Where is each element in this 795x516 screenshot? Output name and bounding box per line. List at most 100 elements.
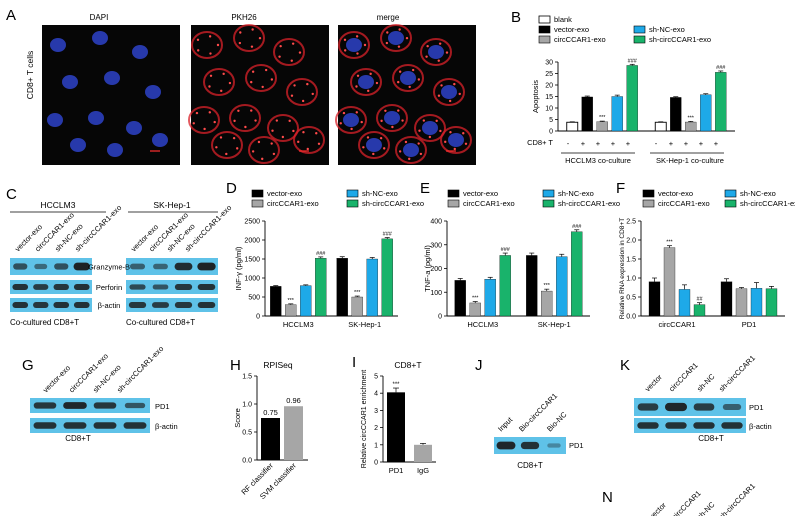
panel-c-cell-skhep1: SK-Hep-1 <box>153 200 191 210</box>
panel-e-legend: vector-exo sh-NC-exo circCCAR1-exo sh-circC… <box>447 189 620 208</box>
panel-g-caption: CD8+T <box>65 434 91 443</box>
panel-i-title: CD8+T <box>394 360 421 370</box>
legend-label-sh-NC-exo: sh-NC-exo <box>740 189 776 198</box>
y-axis-label: TNF-a (pg/ml) <box>423 245 432 292</box>
lane-label: sh-circCCAR1 <box>717 353 757 393</box>
bar-circCCAR1-exo-0 <box>663 247 676 317</box>
bar-circCCAR1-exo-1 <box>541 290 553 317</box>
bar-sh-circCCAR1-exo-0 <box>626 65 638 132</box>
significance-mark: ### <box>572 224 582 230</box>
y-axis-label: Relative circCCAR1 enrichment <box>361 370 368 468</box>
bar-vector-exo-0 <box>648 281 661 317</box>
y-tick-label: 1000 <box>244 276 260 283</box>
y-tick-label: 1.5 <box>626 257 636 264</box>
bar-pd1 <box>387 392 405 462</box>
pkh26-image <box>188 24 329 165</box>
y-tick-label: 2000 <box>244 238 260 245</box>
panel-j-caption: CD8+T <box>517 461 543 470</box>
bar-circCCAR1-exo-1 <box>735 288 748 317</box>
bar-sh-circCCAR1-exo-1 <box>765 288 778 317</box>
protein-label: β-actin <box>749 422 772 431</box>
legend-label-vector-exo: vector-exo <box>267 189 302 198</box>
bar-sh-circCCAR1-exo-1 <box>381 238 393 317</box>
category-label: circCCAR1 <box>658 320 695 329</box>
panel-label-c: C <box>6 186 17 203</box>
cd8-sign: + <box>581 139 586 148</box>
blot-beta-actin <box>634 418 746 433</box>
lane-label: Input <box>496 415 515 434</box>
panel-d-legend: vector-exo sh-NC-exo circCCAR1-exo sh-circC… <box>251 189 424 208</box>
y-tick-label: 0 <box>438 314 442 321</box>
panel-k-caption: CD8+T <box>698 434 724 443</box>
panel-a-microscopy: CD8+ T cells DAPI PKH26 merge <box>25 13 476 165</box>
panel-letters: A B C D E F G H I J K N <box>6 7 630 506</box>
bar-sh-circCCAR1-exo-0 <box>693 304 706 317</box>
panel-label-f: F <box>616 180 625 197</box>
y-tick-label: 0 <box>256 314 260 321</box>
bar-sh-circCCAR1-exo-0 <box>315 258 327 317</box>
bar-vector-exo-0 <box>454 280 466 317</box>
y-tick-label: 2.5 <box>626 219 636 226</box>
y-tick-label: 15 <box>545 94 553 101</box>
bar-circCCAR1-exo-1 <box>685 121 697 132</box>
bar-vector-exo-1 <box>720 281 733 317</box>
group-label-hcclm3: HCCLM3 co-culture <box>565 156 631 165</box>
bar-value-label: 0.75 <box>263 408 278 417</box>
lane-label: vector <box>643 372 664 393</box>
legend-label-vector-exo: vector-exo <box>463 189 498 198</box>
protein-label: PD1 <box>749 403 764 412</box>
significance-mark: *** <box>472 296 479 302</box>
legend-swatch-vector-exo <box>538 25 551 34</box>
panel-label-i: I <box>352 354 356 371</box>
significance-mark: *** <box>354 290 361 296</box>
bar-sh-NC-exo-1 <box>556 256 568 317</box>
panel-label-k: K <box>620 357 630 374</box>
legend-label-circCCAR1-exo: circCCAR1-exo <box>267 199 319 208</box>
y-tick-label: 4 <box>374 391 378 398</box>
panel-i-chart: CD8+T 0 1 2 3 4 5 Relative circCCAR1 enrichmen… <box>361 360 436 475</box>
protein-label: PD1 <box>569 441 584 450</box>
bar-vector-exo-1 <box>526 255 538 317</box>
legend-swatch-sh-circCCAR1-exo <box>542 199 555 208</box>
significance-mark: *** <box>666 240 673 246</box>
legend-label-sh-circCCAR1-exo: sh-circCCAR1-exo <box>649 35 711 44</box>
legend-label-blank: blank <box>554 15 572 24</box>
panel-label-a: A <box>6 7 16 24</box>
lane-label: vector <box>647 500 668 516</box>
significance-mark: ### <box>383 232 393 238</box>
panel-c-caption-hcclm3: Co-cultured CD8+T <box>10 318 79 327</box>
bar-vector-exo-0 <box>270 286 282 317</box>
dapi-image <box>42 25 180 165</box>
category-label: SK-Hep-1 <box>538 320 571 329</box>
blot-skhep1-Granzyme-B <box>126 258 218 275</box>
bar-sh-circCCAR1-exo-1 <box>715 72 727 132</box>
y-tick-label: 5 <box>549 117 553 124</box>
merge-image <box>335 24 476 165</box>
category-label: HCCLM3 <box>467 320 498 329</box>
category-label: PD1 <box>742 320 757 329</box>
cd8-sign: + <box>626 139 631 148</box>
y-tick-label: 400 <box>430 219 442 226</box>
y-tick-label: 25 <box>545 71 553 78</box>
bar-sh-NC-exo-1 <box>750 288 763 317</box>
cd8-sign: - <box>655 139 658 148</box>
protein-label: Perforin <box>96 283 122 292</box>
legend-swatch-vector-exo <box>251 189 264 198</box>
blot-pd1 <box>634 398 746 416</box>
bar-circCCAR1-exo-0 <box>596 121 608 132</box>
bar-rf <box>261 418 280 460</box>
panel-d-chart: vector-exo sh-NC-exo circCCAR1-exo sh-circC… <box>234 189 424 329</box>
panel-a-row-label: CD8+ T cells <box>25 51 35 100</box>
bar-vector-exo-1 <box>336 258 348 317</box>
panel-g-western-blot: vector-exocircCCAR1-exosh-NC-exosh-circC… <box>30 344 178 443</box>
protein-label: PD1 <box>155 402 170 411</box>
lane-label: Bio-NC <box>545 410 569 434</box>
y-tick-label: 1.0 <box>242 402 252 409</box>
bar-sh-NC-exo-1 <box>366 258 378 317</box>
panel-label-n: N <box>602 489 613 506</box>
